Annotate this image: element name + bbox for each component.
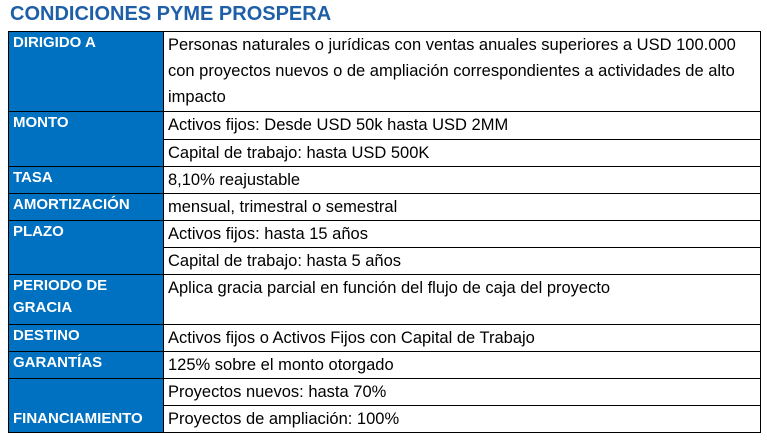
table-row: Capital de trabajo: hasta 5 años xyxy=(9,247,761,275)
row-value-dirigido: Personas naturales o jurídicas con venta… xyxy=(163,31,761,112)
table-row: FINANCIAMIENTO Proyectos nuevos: hasta 7… xyxy=(8,378,761,433)
row-value-plazo-2: Capital de trabajo: hasta 5 años xyxy=(163,247,761,275)
row-value-plazo-1: Activos fijos: hasta 15 años xyxy=(163,220,761,248)
table-row: AMORTIZACIÓN mensual, trimestral o semes… xyxy=(8,193,761,221)
conditions-table: DIRIGIDO A Personas naturales o jurídica… xyxy=(8,31,761,433)
row-value-gracia: Aplica gracia parcial en función del flu… xyxy=(163,274,761,325)
row-label-destino: DESTINO xyxy=(8,324,164,352)
row-value-financiamiento-2: Proyectos de ampliación: 100% xyxy=(163,405,761,433)
table-row: PLAZO Activos fijos: hasta 15 años xyxy=(8,220,761,275)
row-label-garantias: GARANTÍAS xyxy=(8,351,164,379)
row-label-financiamiento: FINANCIAMIENTO xyxy=(8,378,164,433)
row-value-amortizacion: mensual, trimestral o semestral xyxy=(163,193,761,221)
table-row: DESTINO Activos fijos o Activos Fijos co… xyxy=(8,324,761,352)
row-value-tasa: 8,10% reajustable xyxy=(163,166,761,194)
row-value-monto-1: Activos fijos: Desde USD 50k hasta USD 2… xyxy=(163,111,761,140)
table-row: GARANTÍAS 125% sobre el monto otorgado xyxy=(8,351,761,379)
table-row: Capital de trabajo: hasta USD 500K xyxy=(9,139,761,167)
row-label-tasa: TASA xyxy=(8,166,164,194)
row-label-plazo: PLAZO xyxy=(8,220,164,275)
table-row: DIRIGIDO A Personas naturales o jurídica… xyxy=(8,31,761,112)
row-value-monto-2: Capital de trabajo: hasta USD 500K xyxy=(163,139,761,167)
table-row: MONTO Activos fijos: Desde USD 50k hasta… xyxy=(8,111,761,167)
row-value-destino: Activos fijos o Activos Fijos con Capita… xyxy=(163,324,761,352)
page-title: CONDICIONES PYME PROSPERA xyxy=(10,3,332,25)
table-row: PERIODO DE GRACIA Aplica gracia parcial … xyxy=(8,274,761,325)
row-value-garantias: 125% sobre el monto otorgado xyxy=(163,351,761,379)
row-label-amortizacion: AMORTIZACIÓN xyxy=(8,193,164,221)
table-row: TASA 8,10% reajustable xyxy=(8,166,761,194)
row-label-gracia: PERIODO DE GRACIA xyxy=(8,274,164,325)
row-label-dirigido: DIRIGIDO A xyxy=(8,31,164,112)
row-label-monto: MONTO xyxy=(8,111,164,167)
row-value-financiamiento-1: Proyectos nuevos: hasta 70% xyxy=(163,378,761,406)
table-row: Proyectos de ampliación: 100% xyxy=(9,405,761,433)
